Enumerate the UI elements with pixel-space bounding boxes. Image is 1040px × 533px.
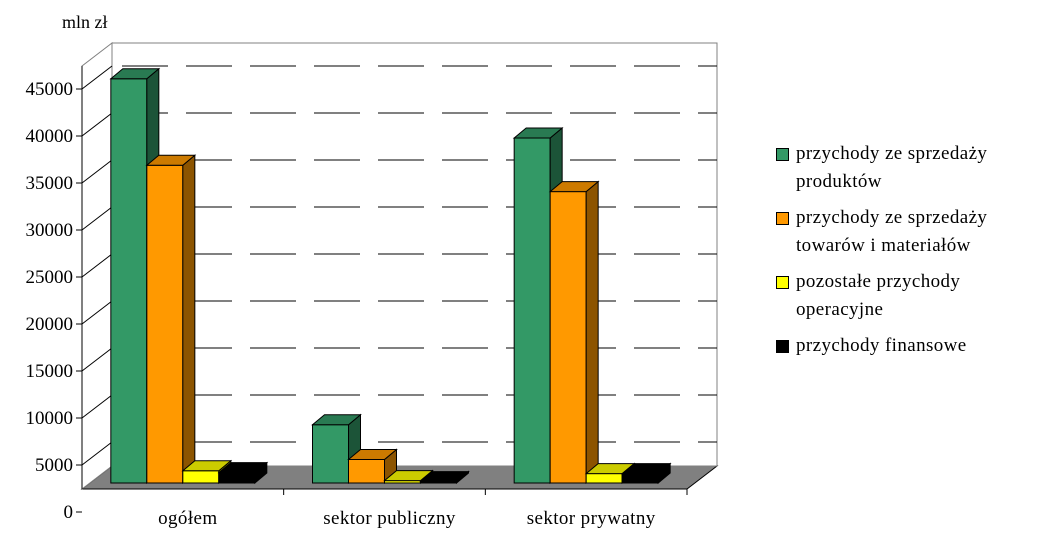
y-tick-label: 5000 (35, 455, 73, 476)
bar-front (513, 137, 551, 484)
legend-label: pozostałe przychody operacyjne (796, 271, 961, 320)
bar-front (146, 164, 184, 484)
gridline-side (81, 394, 113, 419)
bar (620, 462, 672, 485)
legend-swatch (776, 148, 789, 161)
bar-front (312, 424, 349, 484)
gridline-side (81, 347, 113, 372)
bar-top (383, 470, 434, 482)
bar (548, 180, 600, 485)
bar (311, 413, 362, 485)
y-tick-label: 15000 (26, 361, 74, 382)
bar-front (110, 78, 148, 484)
bar-top (512, 127, 564, 139)
legend-label: przychody ze sprzedaży towarów i materia… (796, 207, 988, 256)
bar-top (311, 414, 362, 426)
gridline-side (81, 300, 113, 325)
y-tick-label: 35000 (26, 173, 74, 194)
gridline-side (81, 159, 113, 184)
bar-top (145, 154, 197, 166)
bar-top (181, 460, 233, 472)
bar-top (109, 68, 161, 80)
x-tick-label: sektor publiczny (323, 508, 456, 528)
gridline-side (81, 112, 113, 137)
gridline-side (81, 65, 113, 90)
legend-label: przychody ze sprzedaży produktów (796, 143, 988, 192)
bar-top (548, 181, 600, 193)
bar (109, 67, 161, 485)
legend-item: pozostałe przychody operacyjne (776, 268, 1040, 324)
bar-front (549, 191, 587, 484)
y-axis-title: mln zł (62, 12, 108, 32)
legend-item: przychody finansowe (776, 332, 1040, 360)
bar (347, 448, 398, 485)
legend-swatch (776, 276, 789, 289)
bar-front (218, 472, 256, 484)
legend-swatch (776, 212, 789, 225)
y-tick-label: 45000 (26, 79, 74, 100)
bar-front (348, 459, 385, 484)
bar-top (347, 449, 398, 460)
legend-item: przychody ze sprzedaży towarów i materia… (776, 204, 1040, 260)
bar (217, 461, 269, 485)
bar (419, 470, 470, 485)
bar-top (620, 463, 672, 475)
y-tick-label: 20000 (26, 314, 74, 335)
y-tick-label: 0 (64, 502, 74, 523)
x-tick-label: sektor prywatny (527, 508, 656, 528)
bar (145, 154, 197, 485)
y-tick-label: 10000 (26, 408, 74, 429)
gridline-side (81, 253, 113, 278)
gridline-side (81, 206, 113, 231)
y-tick-label: 30000 (26, 220, 74, 241)
bar-side (182, 154, 196, 485)
gridline-side (81, 441, 113, 466)
y-tick-label: 40000 (26, 126, 74, 147)
bar-top (419, 471, 470, 483)
bar-side (585, 180, 599, 485)
x-tick-label: ogółem (158, 508, 217, 528)
legend-item: przychody ze sprzedaży produktów (776, 140, 1040, 196)
legend: przychody ze sprzedaży produktów przycho… (776, 140, 1040, 368)
y-tick-label: 25000 (26, 267, 74, 288)
legend-label: przychody finansowe (796, 335, 967, 356)
bar-top (217, 462, 269, 474)
legend-swatch (776, 340, 789, 353)
bar-front (585, 473, 623, 484)
bar-front (182, 470, 220, 484)
bar-front (621, 473, 659, 484)
